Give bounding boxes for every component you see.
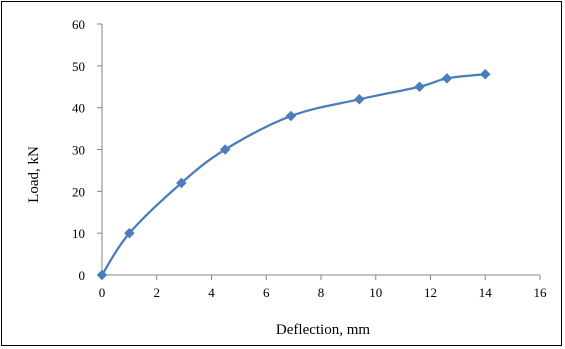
data-point-marker bbox=[479, 68, 491, 80]
y-tick-label: 50 bbox=[72, 59, 85, 74]
x-tick-label: 6 bbox=[263, 285, 270, 300]
x-tick-labels: 0 2 4 6 8 10 12 14 16 bbox=[99, 285, 547, 300]
data-point-marker bbox=[124, 227, 135, 239]
y-axis-title: Load, kN bbox=[26, 146, 42, 203]
y-tick-label: 20 bbox=[72, 184, 85, 199]
y-tick-label: 60 bbox=[72, 17, 85, 32]
data-point-marker bbox=[353, 93, 365, 105]
data-point-marker bbox=[219, 144, 231, 155]
data-point-marker bbox=[414, 81, 425, 93]
y-tick-label: 40 bbox=[72, 101, 85, 116]
x-tick-label: 0 bbox=[99, 285, 106, 300]
x-tick-label: 10 bbox=[369, 285, 382, 300]
series-line bbox=[101, 73, 486, 276]
data-point-marker bbox=[441, 73, 453, 84]
x-tick-label: 8 bbox=[318, 285, 325, 300]
data-point-marker bbox=[285, 110, 297, 122]
x-tick-label: 12 bbox=[424, 285, 437, 300]
x-tick-label: 14 bbox=[479, 285, 493, 300]
x-axis-title: Deflection, mm bbox=[276, 322, 370, 338]
x-tick-label: 4 bbox=[208, 285, 215, 300]
x-tick-label: 2 bbox=[154, 285, 161, 300]
y-tick-label: 10 bbox=[72, 226, 85, 241]
x-tick-label: 16 bbox=[534, 285, 548, 300]
y-tick-label: 30 bbox=[72, 143, 85, 158]
plot-area bbox=[96, 68, 491, 281]
y-tick-labels: 0 10 20 30 40 50 60 bbox=[72, 17, 85, 283]
data-point-marker bbox=[176, 177, 187, 189]
y-tick-label: 0 bbox=[79, 268, 86, 283]
axes bbox=[97, 23, 541, 280]
data-point-marker bbox=[96, 269, 108, 281]
